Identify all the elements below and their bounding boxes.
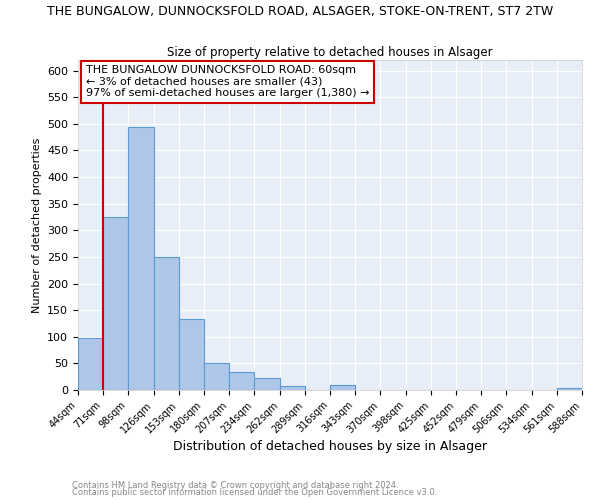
Y-axis label: Number of detached properties: Number of detached properties — [32, 138, 41, 312]
X-axis label: Distribution of detached houses by size in Alsager: Distribution of detached houses by size … — [173, 440, 487, 453]
Bar — [557, 388, 582, 390]
Bar — [229, 372, 254, 390]
Bar — [330, 384, 355, 390]
Bar — [179, 319, 204, 390]
Bar — [128, 126, 154, 390]
Text: THE BUNGALOW, DUNNOCKSFOLD ROAD, ALSAGER, STOKE-ON-TRENT, ST7 2TW: THE BUNGALOW, DUNNOCKSFOLD ROAD, ALSAGER… — [47, 5, 553, 18]
Text: Contains HM Land Registry data © Crown copyright and database right 2024.: Contains HM Land Registry data © Crown c… — [72, 480, 398, 490]
Text: Contains public sector information licensed under the Open Government Licence v3: Contains public sector information licen… — [72, 488, 437, 497]
Bar — [254, 378, 280, 390]
Bar — [204, 364, 229, 390]
Bar — [280, 386, 305, 390]
Bar — [154, 257, 179, 390]
Title: Size of property relative to detached houses in Alsager: Size of property relative to detached ho… — [167, 46, 493, 59]
Bar — [78, 338, 103, 390]
Bar — [103, 217, 128, 390]
Text: THE BUNGALOW DUNNOCKSFOLD ROAD: 60sqm
← 3% of detached houses are smaller (43)
9: THE BUNGALOW DUNNOCKSFOLD ROAD: 60sqm ← … — [86, 65, 369, 98]
